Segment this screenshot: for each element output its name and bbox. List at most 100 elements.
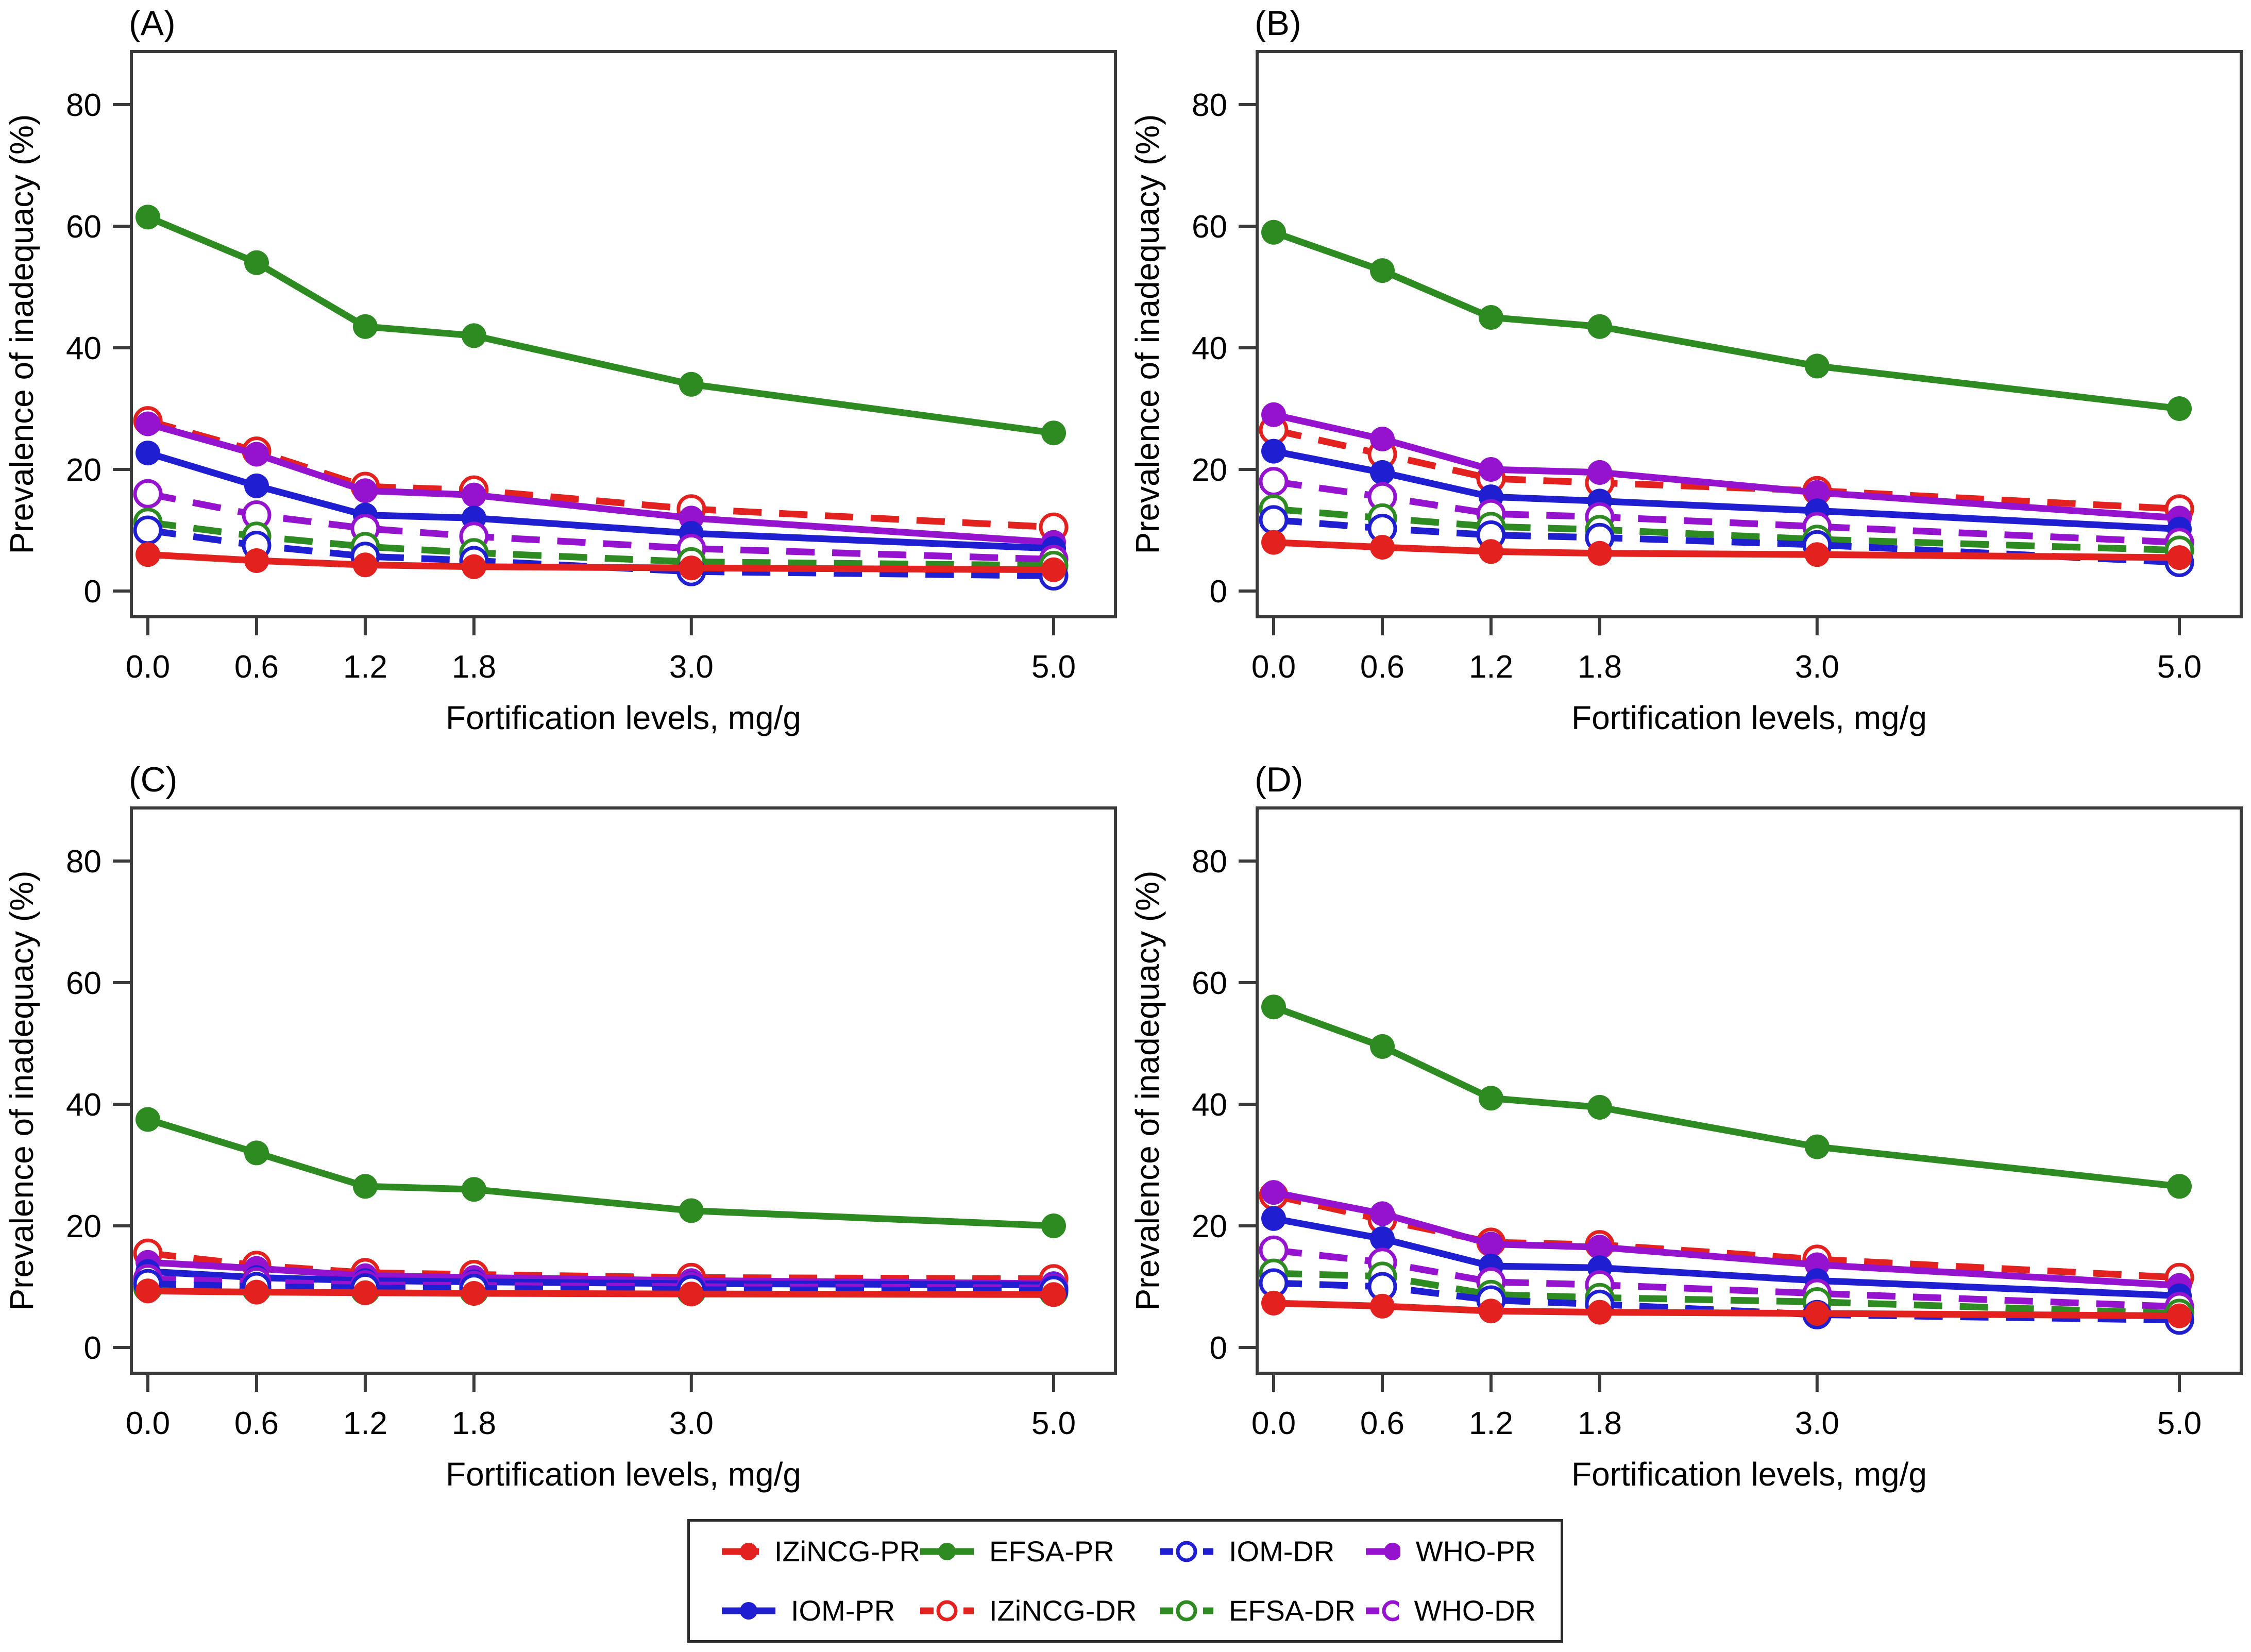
legend-item-who-dr: WHO-DR bbox=[1366, 1594, 1536, 1627]
filled-circle-marker bbox=[1478, 457, 1503, 482]
x-tick-label: 3.0 bbox=[669, 1406, 714, 1441]
y-tick-label: 20 bbox=[1192, 452, 1227, 488]
series-IZiNCG-PR bbox=[1261, 1290, 2192, 1328]
y-tick-label: 0 bbox=[1210, 574, 1227, 610]
filled-circle-marker bbox=[136, 1107, 160, 1132]
series-line bbox=[147, 449, 1054, 552]
open-circle-marker bbox=[1259, 467, 1289, 497]
y-tick-label: 0 bbox=[1210, 1330, 1227, 1366]
plot-box bbox=[130, 50, 1117, 618]
plot-box bbox=[130, 806, 1117, 1375]
filled-circle-marker bbox=[1370, 258, 1395, 283]
y-tick-label: 60 bbox=[66, 966, 101, 1001]
y-tick-label: 80 bbox=[66, 88, 101, 123]
filled-circle-marker bbox=[1261, 402, 1286, 427]
y-tick-label: 80 bbox=[1192, 844, 1227, 880]
filled-circle-marker bbox=[136, 441, 160, 466]
x-tick-label: 3.0 bbox=[1795, 1406, 1839, 1441]
filled-circle-marker bbox=[1261, 439, 1286, 464]
panel-label: (C) bbox=[129, 760, 177, 799]
series-line bbox=[1273, 1300, 2180, 1320]
series-line bbox=[146, 214, 1054, 436]
x-tick-label: 1.2 bbox=[343, 1406, 387, 1441]
filled-circle-marker bbox=[352, 314, 378, 339]
filled-circle-marker bbox=[2167, 545, 2192, 570]
legend-label: IOM-DR bbox=[1229, 1535, 1335, 1567]
series-EFSA-PR bbox=[136, 1107, 1066, 1238]
x-axis-title: Fortification levels, mg/g bbox=[446, 1456, 801, 1493]
series-line bbox=[1273, 1192, 2180, 1281]
filled-circle-marker bbox=[136, 542, 160, 567]
series-line bbox=[1273, 516, 2180, 566]
y-tick-label: 60 bbox=[1192, 966, 1227, 1001]
panel-label: (D) bbox=[1255, 760, 1303, 799]
series-line bbox=[147, 551, 1054, 574]
panel-label: (A) bbox=[129, 4, 176, 43]
filled-circle-marker bbox=[1261, 530, 1286, 555]
x-tick-label: 5.0 bbox=[2157, 649, 2202, 685]
y-tick-label: 0 bbox=[84, 1330, 101, 1366]
filled-circle-marker bbox=[244, 250, 269, 275]
series-line bbox=[1273, 1246, 2180, 1310]
series-IOM-DR bbox=[1259, 505, 2194, 577]
series-line bbox=[147, 1250, 1054, 1283]
series-line bbox=[1273, 539, 2180, 561]
y-axis-title: Prevalence of inadequacy (%) bbox=[1129, 114, 1166, 554]
legend-label: IZiNCG-PR bbox=[774, 1535, 920, 1567]
series-line bbox=[147, 527, 1054, 579]
series-line bbox=[1272, 1004, 2180, 1190]
y-axis-title: Prevalence of inadequacy (%) bbox=[3, 871, 40, 1311]
legend-item-efsa-dr: EFSA-DR bbox=[1160, 1594, 1366, 1627]
series-IZiNCG-PR bbox=[136, 542, 1066, 582]
legend-item-efsa-pr: EFSA-PR bbox=[920, 1535, 1160, 1568]
panel-A-plot: 0 20 40 60 80 0.0 0.6 1.2 1.8 3.0 5.0 Fortification… bbox=[3, 4, 1117, 736]
filled-circle-marker bbox=[1261, 220, 1286, 245]
open-circle-marker bbox=[133, 479, 163, 509]
filled-circle-marker bbox=[1370, 427, 1395, 451]
legend: IZiNCG-PR EFSA-PR IOM-DR WHO-PR bbox=[687, 1519, 1563, 1643]
filled-circle-marker bbox=[1370, 1034, 1395, 1059]
series-WHO-PR bbox=[1261, 1180, 2192, 1298]
filled-circle-marker bbox=[1804, 542, 1830, 567]
filled-circle-marker bbox=[244, 548, 269, 573]
filled-circle-marker bbox=[1804, 1134, 1830, 1159]
x-tick-label: 1.8 bbox=[452, 649, 496, 685]
series-line bbox=[147, 1116, 1054, 1229]
series-line bbox=[147, 490, 1054, 563]
series-line bbox=[1273, 505, 2180, 554]
legend-label: IOM-PR bbox=[791, 1594, 895, 1627]
series-WHO-PR bbox=[1261, 402, 2192, 531]
y-tick-label: 20 bbox=[66, 452, 101, 488]
filled-circle-marker bbox=[136, 1278, 160, 1304]
filled-circle-marker bbox=[1478, 1232, 1503, 1257]
filled-circle-marker bbox=[1478, 1086, 1503, 1111]
x-tick-label: 0.0 bbox=[126, 649, 170, 685]
legend-item-who-pr: WHO-PR bbox=[1366, 1535, 1536, 1568]
y-tick-label: 40 bbox=[66, 331, 101, 366]
filled-circle-marker bbox=[461, 554, 486, 579]
panel-D-plot: 0 20 40 60 80 0.0 0.6 1.2 1.8 3.0 5.0 Fortification… bbox=[1129, 760, 2243, 1493]
filled-circle-marker bbox=[2167, 1174, 2192, 1199]
filled-circle-marker bbox=[244, 442, 269, 467]
series-IZiNCG-PR bbox=[1261, 530, 2192, 570]
series-EFSA-PR bbox=[1261, 994, 2192, 1199]
panel-B-plot: 0 20 40 60 80 0.0 0.6 1.2 1.8 3.0 5.0 Fortification… bbox=[1129, 4, 2243, 736]
series-line bbox=[1272, 229, 2180, 412]
filled-circle-marker bbox=[1478, 1299, 1503, 1324]
filled-circle-marker bbox=[461, 1281, 486, 1306]
x-tick-label: 0.6 bbox=[1360, 649, 1404, 685]
filled-circle-marker bbox=[461, 482, 486, 508]
y-tick-label: 60 bbox=[66, 209, 101, 245]
legend-item-izincg-dr: IZiNCG-DR bbox=[920, 1594, 1160, 1627]
filled-circle-marker bbox=[2167, 396, 2192, 421]
series-line bbox=[1273, 478, 2180, 546]
legend-marker-icon bbox=[1366, 1600, 1399, 1621]
x-tick-label: 1.2 bbox=[1469, 1406, 1513, 1441]
legend-marker-icon bbox=[1160, 1541, 1213, 1562]
legend-marker-icon bbox=[1160, 1600, 1213, 1621]
filled-circle-marker bbox=[679, 372, 704, 397]
legend-label: EFSA-DR bbox=[1229, 1594, 1356, 1627]
legend-item-iom-pr: IOM-PR bbox=[722, 1594, 920, 1627]
series-line bbox=[147, 519, 1054, 569]
